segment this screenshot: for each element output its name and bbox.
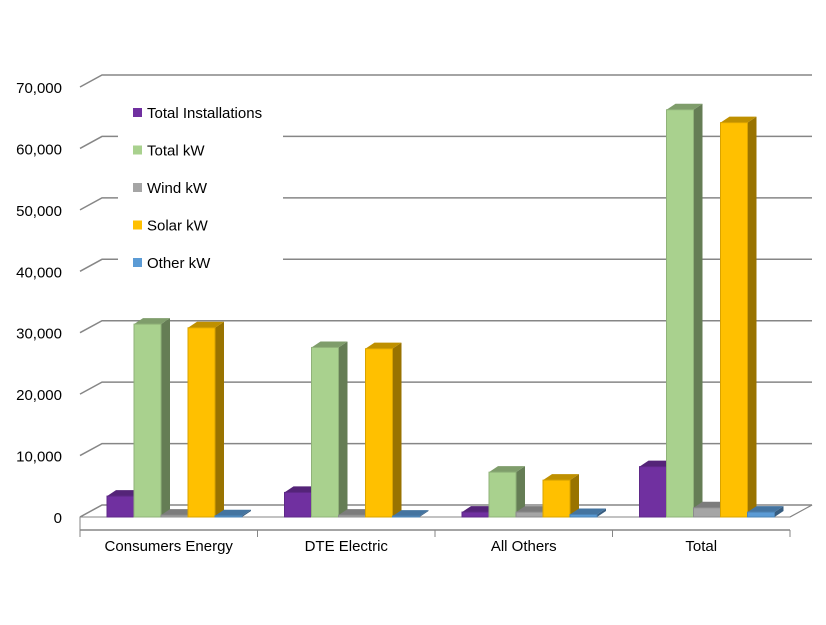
bar: [214, 515, 243, 518]
gridlines: [79, 74, 813, 518]
bar-top: [311, 341, 348, 348]
y-tick-label: 30,000: [16, 326, 62, 343]
bar-top: [747, 506, 784, 513]
bar-side: [693, 103, 703, 517]
legend: Total Installations Total kW Wind kW Solar …: [118, 95, 283, 280]
bar-top: [720, 116, 757, 123]
bar-side: [747, 116, 757, 517]
bar-top: [666, 103, 703, 110]
bar: [106, 495, 135, 518]
gridline: [79, 74, 812, 88]
y-tick-label: 0: [54, 510, 62, 527]
gridline: [79, 197, 812, 211]
legend-label: Total kW: [147, 143, 205, 160]
legend-label: Other kW: [147, 255, 211, 272]
bar-group: [639, 103, 784, 518]
bar: [666, 109, 694, 518]
bar: [542, 479, 571, 518]
bar: [392, 515, 420, 518]
y-axis-ticks: 0 10,000 20,000 30,000 40,000 50,000 60,000 70,…: [16, 80, 62, 527]
bar-side: [161, 318, 170, 517]
bar-group: [284, 341, 429, 518]
bar: [338, 514, 366, 518]
y-tick-label: 50,000: [16, 203, 62, 220]
bar-top: [489, 466, 525, 473]
bar-side: [570, 474, 579, 517]
bar: [187, 327, 216, 518]
bar-side: [215, 321, 224, 517]
y-tick-label: 20,000: [16, 387, 62, 404]
legend-label: Solar kW: [147, 218, 209, 235]
bar: [569, 514, 598, 518]
bar: [488, 471, 517, 518]
legend-label: Total Installations: [147, 105, 262, 122]
gridline: [79, 135, 812, 150]
bar-group: [461, 466, 606, 518]
legend-swatch: [133, 145, 142, 155]
bar: [311, 346, 339, 518]
y-tick-label: 40,000: [16, 264, 62, 281]
bar-group: [106, 318, 251, 518]
bar-top: [215, 509, 251, 516]
legend-swatch: [133, 258, 142, 267]
legend-swatch: [133, 108, 142, 117]
legend-swatch: [133, 183, 142, 192]
bar: [284, 491, 312, 518]
bar-side: [338, 341, 348, 517]
bar-top: [570, 508, 606, 515]
bar: [515, 511, 544, 518]
bar: [747, 511, 775, 518]
gridline: [79, 442, 812, 457]
legend-label: Wind kW: [147, 180, 208, 197]
x-tick-label: Consumers Energy: [105, 538, 234, 555]
bar-side: [392, 342, 402, 517]
x-tick-label: All Others: [491, 538, 557, 555]
bar-top: [365, 342, 402, 349]
bar: [693, 507, 721, 518]
legend-box: [118, 95, 283, 280]
bar-side: [516, 466, 525, 517]
bar-top: [188, 321, 224, 328]
bar: [133, 323, 162, 518]
bar-side: [597, 508, 606, 517]
bar: [160, 514, 189, 518]
bar: [639, 466, 667, 518]
bar-top: [392, 510, 429, 517]
bar: [720, 122, 748, 518]
gridline: [79, 258, 812, 272]
bar-side: [242, 509, 251, 517]
bar-top: [134, 318, 170, 325]
bar-side: [419, 510, 429, 517]
x-tick-label: Total: [685, 538, 717, 555]
y-tick-label: 60,000: [16, 141, 62, 158]
gridline: [79, 381, 812, 395]
bar-top: [543, 474, 579, 481]
gridline: [79, 319, 812, 334]
bars: [106, 103, 784, 518]
bar: [461, 511, 490, 518]
y-tick-label: 10,000: [16, 449, 62, 466]
legend-swatch: [133, 220, 142, 230]
floor-edge: [789, 504, 813, 518]
bar: [365, 348, 393, 518]
x-tick-label: DTE Electric: [305, 538, 389, 555]
y-tick-label: 70,000: [16, 80, 62, 97]
x-axis: Consumers Energy DTE Electric All Others To…: [79, 517, 791, 555]
bar-side: [774, 506, 784, 517]
